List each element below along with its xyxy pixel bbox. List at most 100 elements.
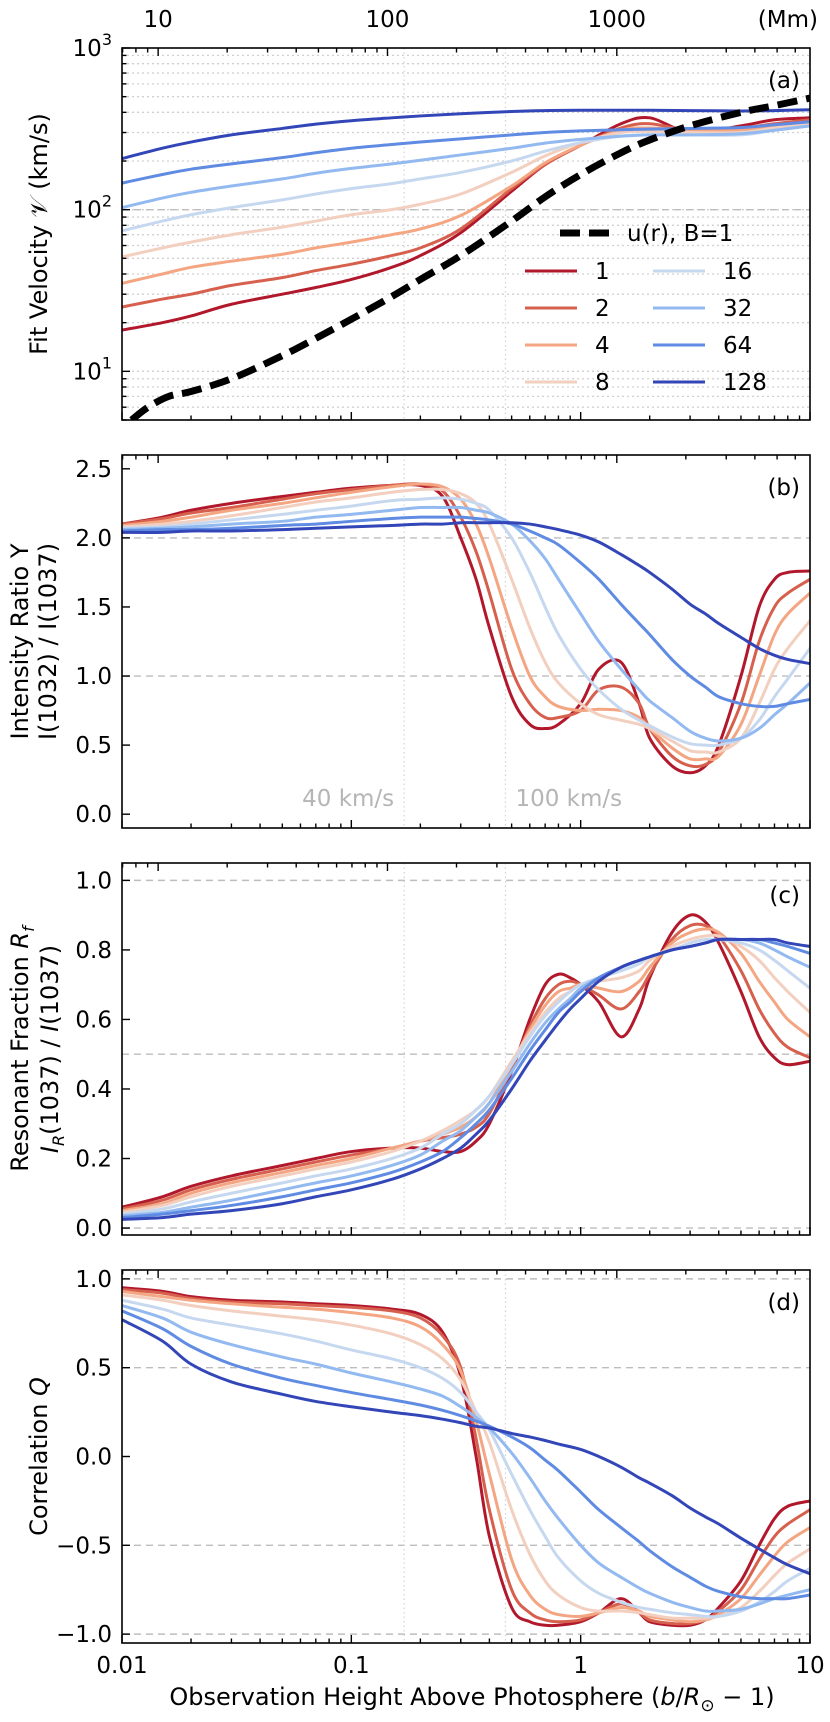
- legend-label-128: 128: [723, 370, 767, 396]
- legend-label-8: 8: [595, 370, 610, 396]
- panel-c: 0.0 0.2 0.4 0.6 0.8 1.0 (c) Resonant Fraction R…: [6, 862, 811, 1242]
- top-ticks: [121, 863, 796, 871]
- panel-label: (d): [767, 1290, 800, 1316]
- x-ticks: [121, 412, 811, 420]
- x-axis-title: Observation Height Above Photosphere (b/…: [169, 1683, 774, 1716]
- axes-frame: [121, 47, 811, 421]
- series-line-8: [122, 122, 810, 259]
- y-tick-label: 1.0: [75, 664, 112, 690]
- series-line-16: [122, 1298, 810, 1619]
- x-ticks: [121, 1227, 811, 1235]
- series-line-128: [122, 937, 810, 1221]
- series-line-64: [122, 515, 810, 709]
- y-tick-label: 0.5: [75, 733, 112, 759]
- series-line-4: [122, 120, 810, 285]
- x-ticks: [121, 820, 811, 828]
- top-axis-unit: (Mm): [758, 7, 818, 33]
- x-tick-label: 0.01: [96, 1653, 147, 1679]
- panel-b: 0.0 0.5 1.0 1.5 2.0 2.5 (b) Intensity Ratio Y I(…: [6, 454, 811, 829]
- velocity-marker-label: 40 km/s: [302, 786, 394, 812]
- series-line-2: [122, 922, 810, 1211]
- series-line-32: [122, 1304, 810, 1613]
- series-group: [122, 94, 810, 420]
- legend-label-4: 4: [595, 333, 610, 359]
- panel-label: (c): [769, 883, 800, 909]
- series-line-64: [122, 120, 810, 185]
- top-tick-label: 100: [365, 7, 409, 33]
- legend-label-32: 32: [723, 296, 752, 322]
- y-tick-label: 1.5: [75, 595, 112, 621]
- series-line-4: [122, 1289, 810, 1624]
- y-tick-label: 0.4: [75, 1077, 112, 1103]
- y-tick-label: −1.0: [56, 1622, 112, 1648]
- y-tick-label: 0.0: [75, 802, 112, 828]
- panel-label: (b): [767, 475, 800, 501]
- x-tick-label: 0.1: [333, 1653, 370, 1679]
- y-axis-title-line1: Intensity Ratio Y: [6, 543, 34, 739]
- legend-label-u: u(r), B=1: [627, 221, 733, 247]
- series-line-2: [122, 482, 810, 769]
- y-tick-label: 102: [73, 192, 112, 224]
- series-line-1: [122, 913, 810, 1209]
- y-tick-label: 0.8: [75, 938, 112, 964]
- series-line-8: [122, 487, 810, 755]
- top-tick-label: 10: [143, 7, 172, 33]
- y-tick-label: 1.0: [75, 1267, 112, 1293]
- series-group: [122, 482, 810, 775]
- y-ticks: 0.0 0.2 0.4 0.6 0.8 1.0: [75, 868, 130, 1242]
- series-line-16: [122, 937, 810, 1216]
- series-line-16: [122, 496, 810, 748]
- y-tick-label: 0.6: [75, 1007, 112, 1033]
- y-tick-label: 2.5: [75, 457, 112, 483]
- x-tick-label: 10: [795, 1653, 824, 1679]
- series-line-2: [122, 1288, 810, 1626]
- y-tick-label: −0.5: [56, 1533, 112, 1559]
- top-tick-labels: 10 100 1000: [143, 7, 646, 33]
- y-tick-label: 101: [73, 353, 112, 385]
- y-axis-title: Fit Velocity 𝒱 (km/s): [25, 113, 53, 355]
- axes-frame: [121, 454, 811, 829]
- y-axis-title-line2: IR(1037) / I(1037): [36, 945, 68, 1153]
- series-line-4: [122, 927, 810, 1213]
- series-line-32: [122, 124, 810, 210]
- panel-d: −1.0 −0.5 0.0 0.5 1.0 (d) Correlation Q: [25, 1267, 811, 1648]
- panel-label: (a): [768, 68, 800, 94]
- y-ticks: 101 102 103: [73, 30, 130, 421]
- legend-label-64: 64: [723, 333, 752, 359]
- y-axis-title-line2: I(1032) / I(1037): [34, 543, 62, 740]
- y-tick-label: 0.0: [75, 1216, 112, 1242]
- series-line-128: [122, 521, 810, 666]
- legend: u(r), B=1 1 2 4 8 16 32 64 128: [525, 221, 767, 396]
- x-ticks: [121, 1635, 811, 1643]
- top-ticks: [121, 1270, 796, 1278]
- top-tick-label: 1000: [588, 7, 647, 33]
- legend-label-2: 2: [595, 296, 610, 322]
- top-ticks: [121, 455, 796, 463]
- series-line-1: [122, 1286, 810, 1628]
- y-axis-title: Correlation Q: [25, 1377, 53, 1536]
- x-tick-label: 1: [573, 1653, 588, 1679]
- y-tick-label: 0.0: [75, 1445, 112, 1471]
- x-tick-labels: 0.01 0.1 1 10: [96, 1653, 824, 1679]
- u-series-line: [129, 94, 810, 420]
- panel-a: 101 102 103 (a) Fit Velocity 𝒱 (km/s) u(r), B…: [25, 30, 811, 421]
- y-ticks: −1.0 −0.5 0.0 0.5 1.0: [56, 1267, 130, 1648]
- y-tick-label: 0.2: [75, 1147, 112, 1173]
- series-line-32: [122, 505, 810, 743]
- axes-frame: [121, 862, 811, 1236]
- series-line-4: [122, 482, 810, 762]
- series-line-128: [122, 108, 810, 161]
- series-line-16: [122, 124, 810, 233]
- series-line-128: [122, 1318, 810, 1576]
- y-tick-label: 2.0: [75, 526, 112, 552]
- legend-label-1: 1: [595, 259, 610, 285]
- y-tick-label: 1.0: [75, 868, 112, 894]
- y-ticks: 0.0 0.5 1.0 1.5 2.0 2.5: [75, 457, 130, 828]
- series-group: [122, 913, 810, 1221]
- y-axis-title-line1: Resonant Fraction Rf: [6, 924, 38, 1172]
- y-tick-label: 0.5: [75, 1356, 112, 1382]
- y-tick-label: 103: [73, 30, 112, 62]
- velocity-marker-label: 100 km/s: [515, 786, 622, 812]
- series-group: [122, 1286, 810, 1628]
